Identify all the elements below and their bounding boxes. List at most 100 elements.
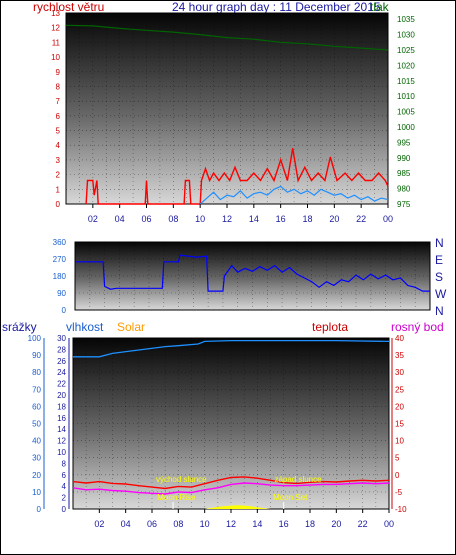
left-tick-label: 9 xyxy=(56,68,61,77)
temperature-tick-label: 15 xyxy=(395,420,404,429)
temperature-tick-label: -5 xyxy=(395,488,403,497)
x-tick-label: 22 xyxy=(358,519,368,529)
temperature-tick-label: 25 xyxy=(395,385,404,394)
humidity-tick-label: 26 xyxy=(57,357,66,366)
right-tick-label: 975 xyxy=(397,200,411,209)
temperature-series xyxy=(72,476,390,490)
humidity-tick-label: 30 xyxy=(57,334,66,343)
dewpoint-series xyxy=(72,482,390,495)
x-tick-label: 12 xyxy=(226,519,236,529)
graph-title: 24 hour graph day : 11 December 2015 xyxy=(172,0,381,14)
humidity-tick-label: 28 xyxy=(57,345,66,354)
x-tick-label: 14 xyxy=(252,519,262,529)
temperature-tick-label: 10 xyxy=(395,437,404,446)
left-tick-label: 2 xyxy=(56,171,61,180)
pressure-series xyxy=(65,24,389,51)
x-tick-label: 08 xyxy=(168,214,178,224)
temperature-tick-label: 0 xyxy=(395,471,400,480)
direction-tick-label: 90 xyxy=(57,289,66,298)
plot-area xyxy=(74,241,431,311)
left-tick-label: 0 xyxy=(56,200,61,209)
x-tick-label: 14 xyxy=(249,214,259,224)
compass-label: W xyxy=(435,287,447,301)
left-tick-label: 8 xyxy=(56,82,61,91)
right-tick-label: 1010 xyxy=(397,92,415,101)
wind-gust-series xyxy=(199,185,389,205)
humidity-tick-label: 16 xyxy=(57,414,66,423)
left-tick-label: 3 xyxy=(56,156,61,165)
x-tick-label: 04 xyxy=(115,214,125,224)
temperature-tick-label: -10 xyxy=(395,505,407,514)
direction-tick-label: 270 xyxy=(53,255,67,264)
left-tick-label: 4 xyxy=(56,141,61,150)
compass-label: N xyxy=(435,236,444,250)
right-tick-label: 1020 xyxy=(397,61,415,70)
rain-tick-label: 70 xyxy=(32,385,41,394)
humidity-tick-label: 22 xyxy=(57,380,66,389)
left-tick-label: 7 xyxy=(56,97,61,106)
right-tick-label: 1035 xyxy=(397,15,415,24)
humidity-tick-label: 0 xyxy=(62,505,67,514)
wind-speed-series xyxy=(85,148,389,205)
wind-speed-label: rychlost větru xyxy=(33,0,105,14)
x-tick-label: 16 xyxy=(279,519,289,529)
compass-label: N xyxy=(435,304,444,318)
x-tick-label: 20 xyxy=(331,519,341,529)
left-tick-label: 11 xyxy=(52,38,61,47)
x-tick-label: 04 xyxy=(121,519,131,529)
rain-tick-label: 60 xyxy=(32,402,41,411)
left-tick-label: 10 xyxy=(51,53,60,62)
rain-tick-label: 40 xyxy=(32,437,41,446)
temperature-tick-label: 30 xyxy=(395,368,404,377)
humidity-tick-label: 14 xyxy=(57,425,66,434)
x-tick-label: 12 xyxy=(222,214,232,224)
left-tick-label: 5 xyxy=(56,127,61,136)
direction-tick-label: 360 xyxy=(53,238,67,247)
compass-label: S xyxy=(435,270,443,284)
moonrise-annotation: Moon Rise xyxy=(157,493,196,502)
dewpoint-label: rosný bod xyxy=(391,320,444,334)
x-tick-label: 18 xyxy=(302,214,312,224)
compass-label: E xyxy=(435,253,443,267)
humidity-tick-label: 20 xyxy=(57,391,66,400)
humidity-series xyxy=(73,339,390,358)
solar-series xyxy=(204,505,271,509)
x-tick-label: 18 xyxy=(305,519,315,529)
rain-tick-label: 100 xyxy=(28,334,42,343)
x-tick-label: 08 xyxy=(173,519,183,529)
right-tick-label: 980 xyxy=(397,185,411,194)
left-tick-label: 6 xyxy=(56,112,61,121)
humidity-tick-label: 18 xyxy=(57,402,66,411)
humidity-label: vlhkost xyxy=(66,320,104,334)
pressure-label: tlak xyxy=(370,0,389,14)
rain-tick-label: 80 xyxy=(32,368,41,377)
rain-tick-label: 0 xyxy=(37,505,42,514)
humidity-tick-label: 24 xyxy=(57,368,66,377)
left-tick-label: 13 xyxy=(51,9,60,18)
temperature-tick-label: 35 xyxy=(395,351,404,360)
right-tick-label: 1030 xyxy=(397,31,415,40)
x-tick-label: 10 xyxy=(200,519,210,529)
right-tick-label: 1000 xyxy=(397,123,415,132)
x-tick-label: 16 xyxy=(276,214,286,224)
humidity-tick-label: 12 xyxy=(57,437,66,446)
right-tick-label: 985 xyxy=(397,169,411,178)
sunset-annotation: západ slunce xyxy=(274,475,322,484)
temperature-tick-label: 40 xyxy=(395,334,404,343)
right-tick-label: 1015 xyxy=(397,77,415,86)
left-tick-label: 12 xyxy=(51,24,60,33)
solar-label: Solar xyxy=(117,320,146,334)
humidity-tick-label: 6 xyxy=(62,471,67,480)
x-tick-label: 06 xyxy=(141,214,151,224)
temperature-label: teplota xyxy=(312,320,349,334)
sunrise-annotation: východ slunce xyxy=(156,475,207,484)
temperature-tick-label: 5 xyxy=(395,454,400,463)
x-tick-label: 22 xyxy=(356,214,366,224)
rain-tick-label: 20 xyxy=(32,471,41,480)
right-tick-label: 990 xyxy=(397,154,411,163)
x-tick-label: 06 xyxy=(147,519,157,529)
humidity-tick-label: 8 xyxy=(62,459,67,468)
x-tick-label: 00 xyxy=(383,214,393,224)
right-tick-label: 995 xyxy=(397,138,411,147)
moonset-annotation: Moon Set xyxy=(273,493,308,502)
